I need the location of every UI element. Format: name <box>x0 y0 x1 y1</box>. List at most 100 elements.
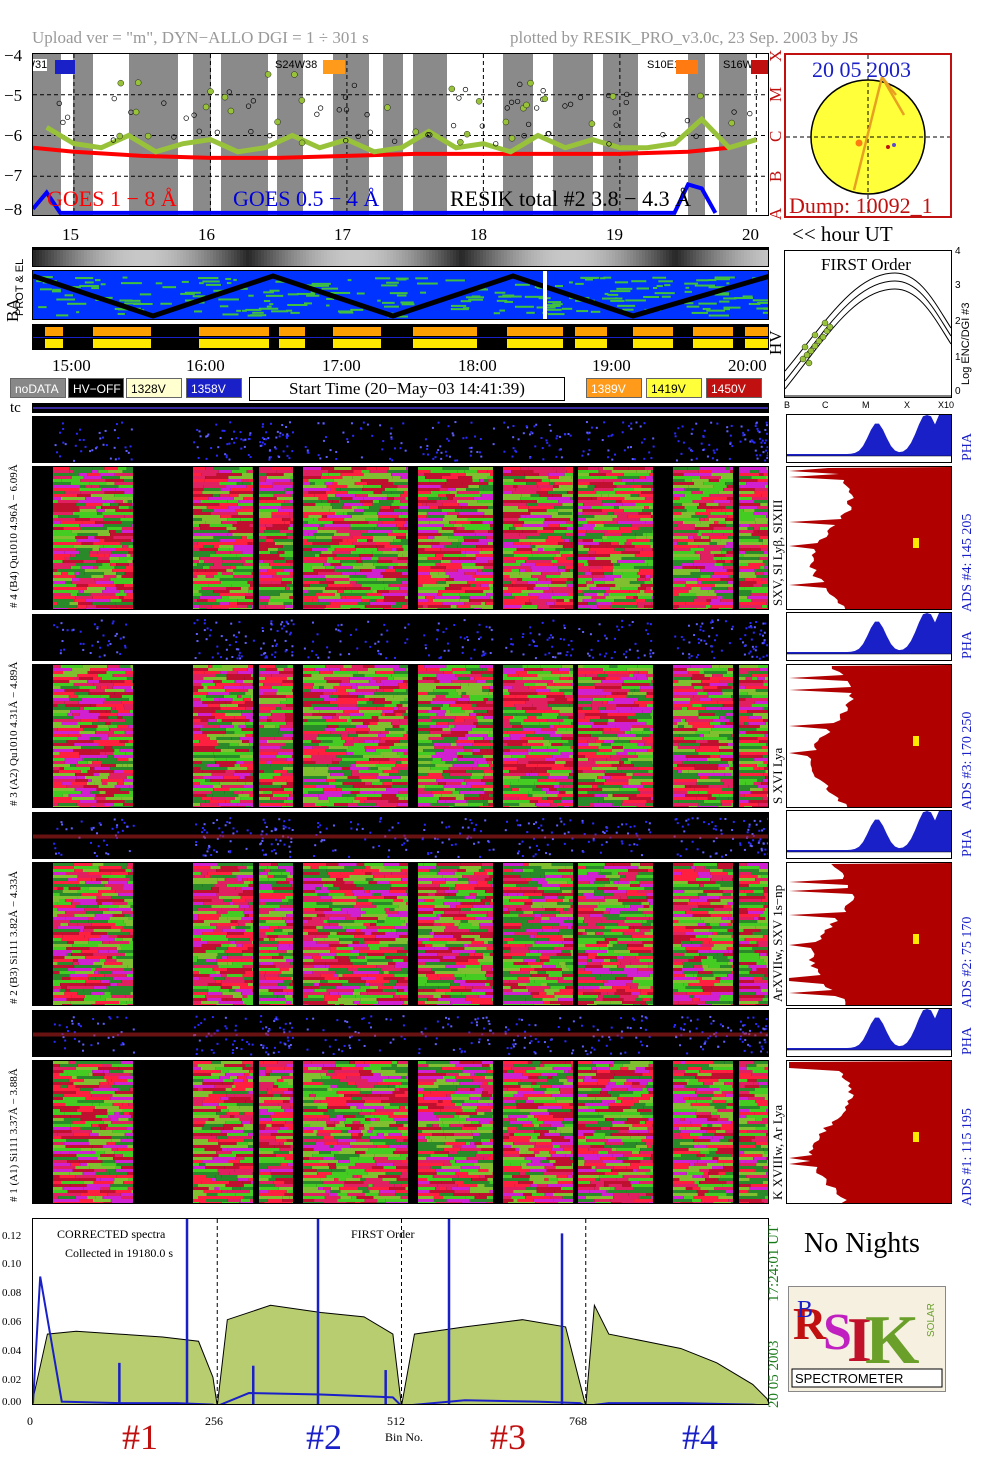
spectrogram-cell <box>303 572 318 575</box>
spectrogram-cell <box>276 692 293 695</box>
spectrogram-cell <box>526 503 538 506</box>
spectrogram-cell <box>578 539 583 542</box>
spectrogram-cell <box>634 671 639 674</box>
spectrogram-cell <box>259 719 268 722</box>
goes-scatter-point <box>502 118 510 126</box>
pha-noise-dot <box>480 455 483 458</box>
orbit-green-patch <box>499 309 506 312</box>
prot-el-cell <box>420 250 423 266</box>
prot-el-label: PROT & EL <box>14 258 26 316</box>
spectrogram-cell <box>461 563 476 566</box>
prot-el-cell <box>294 250 297 266</box>
spectrogram-cell <box>636 572 653 575</box>
pha-noise-dot <box>515 450 518 453</box>
spectrogram-cell <box>598 467 603 470</box>
spectrogram-cell <box>81 530 109 533</box>
spectrogram-cell <box>700 536 710 539</box>
spectrogram-cell <box>418 734 434 737</box>
spectrogram-cell <box>703 548 721 551</box>
spectrogram-cell <box>335 713 351 716</box>
spectrogram-cell <box>544 758 556 761</box>
spectrogram-cell <box>325 575 350 578</box>
spectrogram-cell <box>386 497 394 500</box>
spectrogram-cell <box>617 521 646 524</box>
spectrogram-cell <box>351 665 363 668</box>
spectrogram-cell <box>331 761 339 764</box>
spectrogram-cell <box>578 488 594 491</box>
pha-noise-dot <box>650 639 653 642</box>
spectrogram-cell <box>94 536 106 539</box>
spectrogram-cell <box>347 539 357 542</box>
spectrogram-cell <box>528 593 554 596</box>
spectrogram-cell <box>542 788 550 791</box>
spectrogram-cell <box>553 485 559 488</box>
spectrogram-cell <box>91 575 104 578</box>
pha-noise-dot <box>764 428 767 431</box>
spectrogram-cell <box>436 686 462 689</box>
spectrogram-cell <box>503 572 520 575</box>
spectrogram-cell <box>619 563 648 566</box>
spectrogram-cell <box>644 560 653 563</box>
spectrogram-cell <box>436 581 446 584</box>
spectrogram-cell <box>369 698 375 701</box>
spectrogram-cell <box>762 605 768 608</box>
spectrogram-cell <box>601 494 609 497</box>
spectrogram-cell <box>313 707 339 710</box>
pha-noise-dot <box>198 430 201 433</box>
spectrogram-cell <box>380 752 398 755</box>
goes-scatter-point <box>609 93 617 100</box>
orbit-green-patch <box>643 295 660 298</box>
spectrogram-cell <box>690 572 714 575</box>
pha-noise-dot <box>366 423 369 426</box>
spectrogram-cell <box>303 803 316 806</box>
spectrogram-cell <box>376 707 394 710</box>
spectrogram-cell <box>739 527 748 530</box>
spectrogram-cell <box>537 605 550 608</box>
spectrogram-cell <box>239 467 253 470</box>
spectrogram-cell <box>102 563 111 566</box>
spectrogram-cell <box>617 665 638 668</box>
spectrogram-cell <box>303 752 319 755</box>
spectrogram-cell <box>270 551 278 554</box>
spectrogram-cell <box>320 740 333 743</box>
spectrogram-cell <box>578 503 584 506</box>
spectrogram-cell <box>347 803 358 806</box>
spectrogram-cell <box>558 566 565 569</box>
orbit-green-patch <box>225 277 232 280</box>
pha-noise-dot <box>470 421 473 424</box>
spectrogram-cell <box>349 680 369 683</box>
spectrogram-cell <box>673 512 682 515</box>
spectrogram-cell <box>521 494 531 497</box>
spectrogram-cell <box>53 674 78 677</box>
orbit-green-patch <box>493 312 501 315</box>
spectrogram-cell <box>367 668 394 671</box>
spectrogram-cell <box>602 536 608 539</box>
goes-scatter-point <box>117 79 124 87</box>
spectrogram-cell <box>766 602 768 605</box>
spectrogram-cell <box>73 716 99 719</box>
spectrogram-cell <box>629 581 645 584</box>
spectrogram-cell <box>611 515 618 518</box>
spectrogram-cell <box>682 566 697 569</box>
pha-noise-dot <box>700 639 703 642</box>
pha-noise-dot <box>80 450 83 453</box>
spectrogram-cell <box>714 590 733 593</box>
prot-el-cell <box>672 250 675 266</box>
spectrogram-cell <box>375 542 391 545</box>
spectrogram-cell <box>503 491 513 494</box>
prot-el-cell <box>369 250 372 266</box>
spectrogram-cell <box>327 722 351 725</box>
spectrogram-cell <box>560 674 573 677</box>
spectrogram-cell <box>116 758 129 761</box>
spectrogram-cell <box>378 716 404 719</box>
pha-noise-dot <box>503 450 506 453</box>
pha-noise-dot <box>261 629 264 632</box>
spectrogram-cell <box>629 674 634 677</box>
spectrogram-cell <box>234 749 249 752</box>
spectrogram-cell <box>431 575 449 578</box>
spectrogram-cell <box>376 590 389 593</box>
pha-noise-dot <box>215 621 218 624</box>
spectrogram-cell <box>739 572 755 575</box>
spectrogram-cell <box>79 755 108 758</box>
spectrogram-cell <box>520 563 536 566</box>
